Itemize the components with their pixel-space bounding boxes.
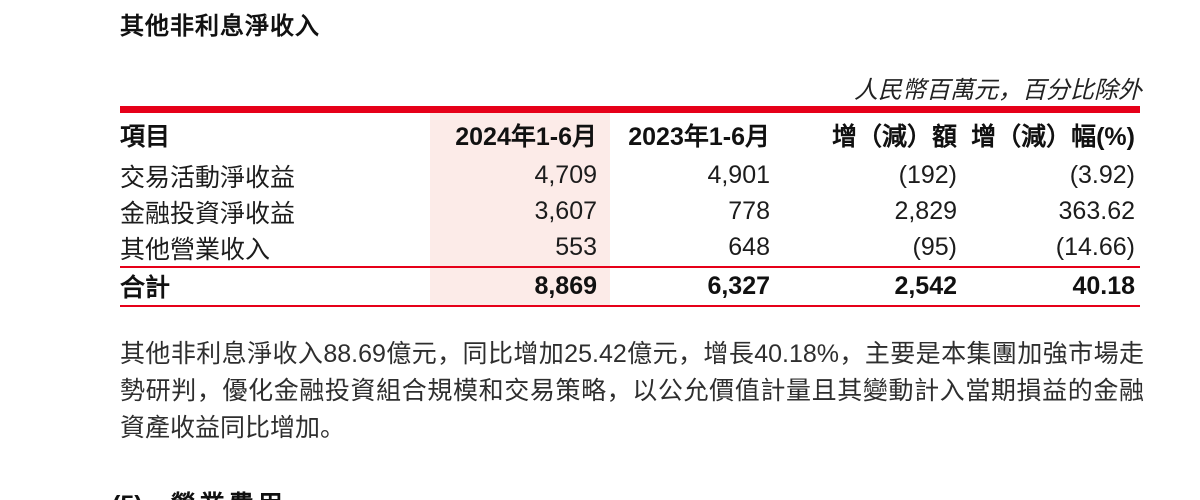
commentary-paragraph: 其他非利息淨收入88.69億元，同比增加25.42億元，增長40.18%，主要是… <box>120 340 1144 442</box>
table-header-item: 2023年1-6月 <box>628 123 770 152</box>
cell-change-pct: (3.92) <box>1069 161 1135 189</box>
table-header-item: 增（減）額 <box>831 123 957 152</box>
cell-change-amount: (192) <box>898 161 957 189</box>
table-row: 金融投資淨收益 3,607 778 2,829 363.62 <box>120 193 1140 230</box>
row-label: 其他營業收入 <box>120 235 271 264</box>
cell-2024: 553 <box>430 229 610 267</box>
total-cell-2024: 8,869 <box>430 265 610 307</box>
next-section-number: (5) <box>112 491 143 500</box>
next-section-heading: (5) 營業費用 <box>112 485 287 500</box>
cell-change-pct: (14.66) <box>1055 233 1135 261</box>
total-cell-change-amount: 2,542 <box>770 265 960 307</box>
table-row: 其他營業收入 553 648 (95) (14.66) <box>120 229 1140 267</box>
total-cell-2023: 6,327 <box>610 265 770 307</box>
row-label: 交易活動淨收益 <box>120 163 296 192</box>
next-section-title: 營業費用 <box>171 485 287 500</box>
table-header-item: 增（減）幅(%) <box>971 123 1135 152</box>
cell-2024: 3,607 <box>430 193 610 230</box>
income-table: 項目 2024年1-6月 2023年1-6月 增（減）額 增（減）幅(%) 交易… <box>120 106 1140 307</box>
unit-note: 人民幣百萬元，百分比除外 <box>854 77 1142 104</box>
table-row: 交易活動淨收益 4,709 4,901 (192) (3.92) <box>120 157 1140 194</box>
cell-2023: 778 <box>728 197 770 225</box>
total-cell-change-pct: 40.18 <box>960 265 1140 307</box>
cell-change-amount: 2,829 <box>894 197 957 225</box>
table-header-item: 2024年1-6月 <box>430 109 610 158</box>
total-row: 合計 8,869 6,327 2,542 40.18 <box>120 265 1140 307</box>
cell-2024: 4,709 <box>430 157 610 194</box>
table-header-row: 項目 2024年1-6月 2023年1-6月 增（減）額 增（減）幅(%) <box>120 109 1140 158</box>
row-label: 金融投資淨收益 <box>120 199 296 228</box>
total-label: 合計 <box>120 265 430 307</box>
cell-2023: 648 <box>728 233 770 261</box>
table-header-item: 項目 <box>120 123 171 152</box>
cell-change-pct: 363.62 <box>1058 197 1135 225</box>
cell-change-amount: (95) <box>912 233 957 261</box>
cell-2023: 4,901 <box>707 161 770 189</box>
section-title: 其他非利息淨收入 <box>120 13 320 40</box>
